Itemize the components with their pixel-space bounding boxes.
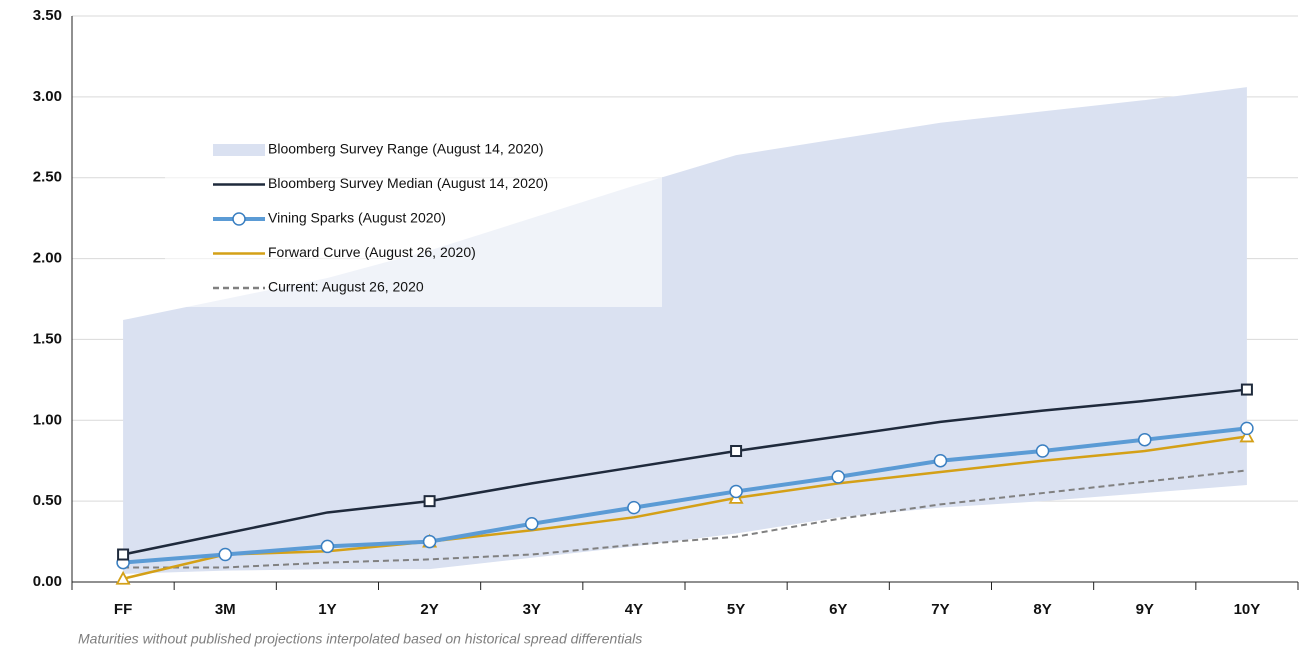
x-tick-label: 4Y bbox=[625, 601, 643, 618]
legend-label: Bloomberg Survey Range (August 14, 2020) bbox=[268, 141, 544, 157]
x-tick-label: 6Y bbox=[829, 601, 847, 618]
range-area bbox=[123, 87, 1247, 574]
marker bbox=[1035, 444, 1050, 458]
x-tick-label: 2Y bbox=[420, 601, 438, 618]
footnote: Maturities without published projections… bbox=[78, 631, 642, 647]
x-tick-label: 5Y bbox=[727, 601, 745, 618]
marker bbox=[933, 453, 948, 468]
marker bbox=[423, 495, 436, 508]
marker bbox=[1240, 421, 1254, 436]
marker bbox=[115, 570, 131, 585]
marker bbox=[1239, 428, 1255, 443]
marker bbox=[729, 484, 743, 499]
legend-label: Bloomberg Survey Median (August 14, 2020… bbox=[268, 175, 548, 191]
x-tick-label: 7Y bbox=[931, 601, 949, 618]
x-tick-label: 10Y bbox=[1234, 601, 1261, 618]
marker bbox=[831, 470, 845, 484]
y-tick-label: 0.50 bbox=[33, 492, 62, 509]
marker bbox=[320, 539, 335, 554]
x-tick-label: 3M bbox=[215, 601, 236, 618]
marker bbox=[1138, 432, 1152, 447]
x-tick-label: 9Y bbox=[1136, 601, 1154, 618]
series-line bbox=[123, 469, 1248, 569]
legend-label: Forward Curve (August 26, 2020) bbox=[268, 244, 476, 260]
marker bbox=[525, 517, 539, 531]
marker bbox=[232, 212, 246, 226]
series-line bbox=[122, 426, 1248, 565]
x-tick-label: FF bbox=[114, 601, 132, 618]
y-tick-label: 2.00 bbox=[33, 250, 62, 267]
marker bbox=[117, 548, 130, 561]
y-tick-label: 1.50 bbox=[33, 330, 62, 347]
legend: Bloomberg Survey Range (August 14, 2020)… bbox=[165, 133, 662, 307]
y-tick-label: 1.00 bbox=[33, 411, 62, 428]
x-tick-label: 8Y bbox=[1033, 601, 1051, 618]
x-tick-label: 1Y bbox=[318, 601, 336, 618]
y-tick-label: 2.50 bbox=[33, 169, 62, 186]
y-tick-label: 3.00 bbox=[33, 88, 62, 105]
marker bbox=[1240, 383, 1253, 396]
marker bbox=[627, 500, 641, 515]
marker bbox=[422, 534, 437, 549]
legend-label: Current: August 26, 2020 bbox=[268, 279, 424, 295]
legend-swatch bbox=[213, 144, 265, 156]
x-tick-label: 3Y bbox=[523, 601, 541, 618]
y-tick-label: 0.00 bbox=[33, 573, 62, 590]
series-line bbox=[122, 435, 1248, 580]
series-line bbox=[122, 388, 1248, 556]
legend-label: Vining Sparks (August 2020) bbox=[268, 210, 446, 226]
marker bbox=[218, 547, 232, 562]
y-tick-label: 3.50 bbox=[33, 7, 62, 24]
marker bbox=[730, 445, 743, 458]
